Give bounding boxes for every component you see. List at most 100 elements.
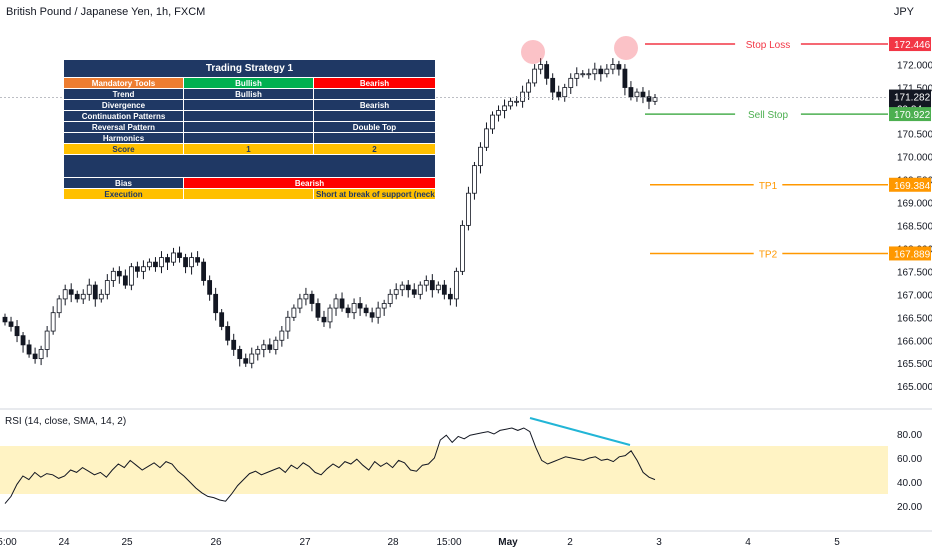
candle [141,260,146,280]
candle-body [309,293,315,304]
price-tick-label: 170.500 [897,129,932,140]
candle [387,289,393,308]
candle-body [153,261,158,268]
candle [110,267,116,287]
candle-body [532,68,538,84]
execution-value: Short at break of support (neckline) [313,188,436,200]
level-tp2: TP2 167.889 [650,246,931,261]
candle [183,253,188,274]
candle [652,93,658,105]
candle [634,88,640,102]
candle-body [333,298,339,309]
candle-body [610,64,616,70]
candle [104,274,110,300]
candle-body [177,252,182,258]
candle-body [141,266,146,272]
candle [20,331,26,353]
candle [135,261,140,278]
x-tick-label: 2 [567,537,573,548]
candle-body [526,82,532,93]
candle [417,281,423,300]
level-tag-label: 169.384 [894,181,931,192]
row-label: Continuation Patterns [63,110,184,122]
candle-body [285,316,291,332]
candle [14,320,20,343]
price-tick-label: 172.000 [897,61,932,72]
candle-body [128,266,134,286]
candle [556,85,562,101]
level-label-bg [753,177,783,192]
candle-body [423,280,429,286]
candle [98,289,104,303]
candle [267,338,273,354]
candle [231,333,237,356]
candle-body [550,77,556,93]
x-tick-label: 25 [121,537,133,548]
candle-body [110,270,116,281]
candle-body [490,114,495,130]
candle-body [447,293,453,300]
row-bullish [183,110,314,122]
candle-body [514,100,519,103]
col-bearish: Bearish [313,77,436,89]
level-stop-loss: Stop Loss 172.446 [645,37,931,52]
candle-body [68,289,74,295]
level-name: TP2 [759,249,778,260]
price-tick-label: 167.000 [897,290,932,301]
candle-body [32,353,38,360]
candle-body [393,289,399,295]
candle-body [8,321,14,327]
candle-body [20,335,26,346]
candle-body [237,349,243,360]
row-bearish [313,88,436,100]
candle-body [92,284,98,300]
candle-body [339,298,345,309]
candle-body [225,326,231,341]
level-tag-bg [889,177,931,192]
candle [315,298,321,321]
candle [646,90,652,110]
x-tick-label: 5:00 [0,537,17,548]
candle-body [98,293,104,300]
candle [62,284,68,306]
strategy-title: Trading Strategy 1 [63,59,436,78]
candle [490,111,495,134]
candle [8,316,14,332]
candle [375,301,381,324]
candle [508,97,513,110]
candle-body [291,307,297,318]
candle-body [634,91,640,98]
candle-body [496,110,501,116]
candle [399,281,405,297]
double-top-marker [614,36,638,60]
candle [429,274,435,298]
candle-body [297,298,303,309]
level-tag-label: 170.922 [894,110,931,121]
candle-body [50,312,56,332]
level-tag-bg [889,37,931,52]
candle [466,186,471,231]
candle-body [207,280,213,295]
table-spacer [63,154,436,178]
row-bullish [183,121,314,133]
candle-body [441,284,447,295]
candle [441,280,447,300]
price-tick-label: 166.500 [897,313,932,324]
candle [237,345,243,367]
candle-body [598,68,604,75]
row-bearish: Double Top [313,121,436,133]
candle [544,60,550,85]
candle [351,298,357,320]
double-top-marker [521,40,545,64]
candle-body [574,73,580,79]
candle-body [556,91,562,98]
candle [279,326,285,347]
price-tick-label: 169.000 [897,198,932,209]
candle-body [303,293,309,300]
rsi-band [0,446,888,494]
candle-body [435,284,441,291]
candle-body [472,165,477,194]
candle [2,313,8,326]
candle [201,258,207,286]
candle-body [171,252,176,263]
